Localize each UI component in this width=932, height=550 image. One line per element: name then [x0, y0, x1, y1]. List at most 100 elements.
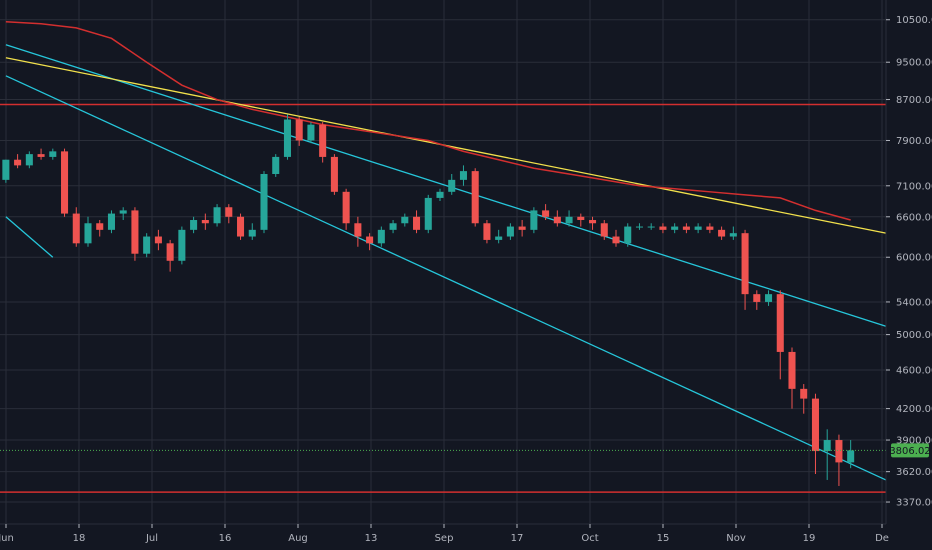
- candle-body-17: [201, 220, 209, 224]
- price-tick-label-11: 3900.00: [896, 436, 932, 447]
- candle-40: [471, 168, 479, 227]
- candle-body-58: [682, 226, 690, 230]
- candle-35: [413, 210, 421, 234]
- trend-line-3: [5, 216, 54, 258]
- candle-71: [835, 434, 843, 486]
- candle-4: [49, 148, 57, 160]
- time-tick-label-8: Oct: [581, 533, 598, 544]
- candle-26: [307, 122, 315, 144]
- candle-body-34: [401, 216, 409, 224]
- candle-54: [635, 223, 643, 230]
- candle-body-46: [542, 210, 550, 217]
- candle-45: [530, 207, 538, 234]
- candle-body-67: [788, 351, 796, 389]
- candle-body-14: [166, 243, 174, 261]
- candle-0: [2, 159, 10, 183]
- moving-average: [5, 21, 851, 221]
- candle-1: [14, 154, 22, 169]
- price-tick-label-7: 5400.00: [896, 297, 932, 308]
- price-tick-label-5: 6600.00: [896, 212, 932, 223]
- candle-57: [671, 223, 679, 234]
- candle-64: [753, 290, 761, 310]
- time-tick-label-2: Jul: [145, 533, 158, 544]
- candle-body-72: [847, 450, 855, 463]
- candle-body-30: [354, 223, 362, 237]
- candle-19: [225, 204, 233, 224]
- candle-body-11: [131, 210, 139, 254]
- candle-6: [72, 207, 80, 247]
- price-tick-label-12: 3620.00: [896, 467, 932, 478]
- last-price-tag: 3806.02: [889, 443, 931, 458]
- price-tick-label-9: 4600.00: [896, 365, 932, 376]
- price-axis[interactable]: 10500.00 9500.00 8700.00 7900.00 7100.00 6600…: [886, 15, 932, 509]
- candle-body-59: [694, 226, 702, 230]
- candle-67: [788, 347, 796, 409]
- candle-14: [166, 239, 174, 272]
- candle-body-32: [377, 229, 385, 244]
- candle-body-52: [612, 236, 620, 244]
- horizontal-levels: [0, 103, 886, 493]
- candle-15: [178, 226, 186, 265]
- candle-body-65: [765, 294, 773, 302]
- price-tick-label-6: 6000.00: [896, 253, 932, 264]
- candle-body-4: [49, 151, 57, 157]
- candle-72: [847, 440, 855, 469]
- time-tick-label-6: Sep: [435, 533, 454, 544]
- candle-13: [154, 229, 162, 251]
- time-tick-label-5: 13: [365, 533, 378, 544]
- candle-body-60: [706, 226, 714, 230]
- candle-body-41: [483, 223, 491, 240]
- candle-18: [213, 204, 221, 227]
- candle-43: [506, 223, 514, 240]
- candle-68: [800, 384, 808, 414]
- candle-body-68: [800, 388, 808, 399]
- price-tick-label-13: 3370.00: [896, 498, 932, 509]
- candle-21: [248, 223, 256, 240]
- candle-body-29: [342, 191, 350, 224]
- candle-52: [612, 229, 620, 247]
- candle-17: [201, 213, 209, 230]
- price-tick-label-0: 10500.00: [896, 15, 932, 26]
- candle-body-9: [107, 213, 115, 230]
- candle-body-21: [248, 229, 256, 237]
- trend-line-0: [5, 44, 887, 327]
- time-tick-label-7: 17: [511, 533, 524, 544]
- price-tick-label-8: 5000.00: [896, 330, 932, 341]
- candle-61: [718, 226, 726, 240]
- candle-23: [272, 154, 280, 177]
- candlesticks: [2, 114, 855, 486]
- price-tick-label-4: 7100.00: [896, 181, 932, 192]
- candle-body-20: [237, 216, 245, 237]
- trend-line-2: [5, 75, 887, 481]
- time-axis[interactable]: Jun 18 Jul 16 Aug 13 Sep 17 Oct 15 Nov 19 De: [0, 524, 889, 544]
- time-tick-label-10: Nov: [726, 533, 746, 544]
- candle-body-16: [190, 220, 198, 230]
- candle-58: [682, 223, 690, 234]
- time-tick-label-3: 16: [219, 533, 232, 544]
- candle-body-13: [154, 236, 162, 244]
- price-tick-label-3: 7900.00: [896, 136, 932, 147]
- candle-8: [96, 220, 104, 237]
- candle-9: [107, 210, 115, 234]
- candle-10: [119, 207, 127, 221]
- candle-11: [131, 207, 139, 261]
- candle-body-70: [823, 440, 831, 452]
- candle-29: [342, 188, 350, 230]
- time-tick-label-9: 15: [657, 533, 670, 544]
- candle-65: [765, 290, 773, 306]
- candle-28: [330, 154, 338, 195]
- candle-46: [542, 204, 550, 221]
- candle-42: [495, 229, 503, 244]
- candle-55: [647, 223, 655, 230]
- candle-body-44: [518, 226, 526, 230]
- candle-66: [776, 290, 784, 380]
- candle-body-55: [647, 226, 655, 228]
- candle-body-66: [776, 294, 784, 352]
- candle-59: [694, 223, 702, 234]
- candle-body-3: [37, 154, 45, 157]
- candle-body-51: [600, 223, 608, 237]
- candle-12: [143, 233, 151, 258]
- candle-53: [624, 223, 632, 247]
